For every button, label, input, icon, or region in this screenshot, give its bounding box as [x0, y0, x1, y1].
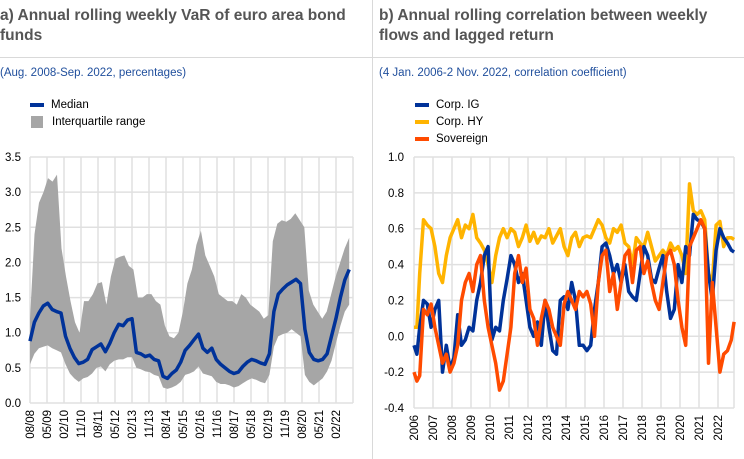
- x-tick-label: 11/10: [76, 410, 88, 438]
- x-tick-label: 2008: [447, 415, 459, 441]
- x-tick-label: 2013: [542, 415, 554, 441]
- legend-label: Interquartile range: [52, 115, 146, 128]
- y-tick-label: 2.0: [5, 257, 21, 269]
- x-tick-label: 08/14: [161, 409, 173, 438]
- x-tick-label: 05/18: [246, 410, 258, 439]
- y-tick-label: 1.0: [5, 328, 21, 340]
- legend-label: Corp. HY: [436, 115, 484, 128]
- x-tick-label: 05/15: [178, 410, 190, 439]
- y-tick-label: 0.5: [5, 363, 21, 375]
- x-tick-label: 2011: [504, 415, 516, 440]
- y-tick-label: 3.5: [5, 152, 21, 164]
- x-tick-label: 08/17: [229, 410, 241, 439]
- x-tick-label: 02/22: [331, 410, 343, 439]
- x-tick-label: 2021: [694, 415, 706, 441]
- chart-a-plot: 0.0 0.5 1.0 1.5 2.0 2.5 3.0 3.5 08/08 05/09 02/10 1…: [5, 152, 354, 439]
- x-tick-label: 02/16: [195, 410, 207, 439]
- y-tick-label: -0.2: [384, 367, 404, 379]
- x-tick-label: 05/21: [314, 410, 326, 439]
- legend-item-iqr: Interquartile range: [30, 113, 145, 130]
- x-tick-label: 08/08: [25, 410, 37, 439]
- x-tick-label: 2014: [561, 414, 573, 440]
- x-tick-label: 2019: [656, 415, 668, 441]
- y-tick-label: 1.0: [388, 152, 404, 164]
- legend-item-corp-hy: Corp. HY: [415, 113, 488, 130]
- x-tick-label: 11/19: [280, 410, 292, 438]
- x-tick-label: 2022: [713, 415, 725, 441]
- x-tick-label: 02/13: [127, 410, 139, 439]
- panel-b: b) Annual rolling correlation between we…: [372, 0, 744, 459]
- x-tick-label: 08/11: [93, 410, 105, 438]
- chart-a-subtitle: (Aug. 2008-Sep. 2022, percentages): [0, 67, 187, 79]
- iqr-band: [30, 174, 350, 389]
- x-tick-label: 02/19: [263, 410, 275, 439]
- x-tick-label: 11/16: [212, 410, 224, 438]
- y-tick-label: 0.0: [388, 331, 404, 343]
- y-tick-label: 0.0: [5, 398, 21, 410]
- x-tick-label: 08/20: [297, 410, 309, 439]
- chart-b-title: b) Annual rolling correlation between we…: [379, 7, 708, 44]
- series-line-corp-hy: [414, 182, 736, 330]
- y-tick-label: 1.5: [5, 293, 21, 305]
- x-tick-label: 2020: [675, 415, 687, 441]
- legend-label: Median: [51, 98, 89, 111]
- x-tick-label: 2015: [580, 415, 592, 441]
- x-tick-label: 2017: [618, 415, 630, 441]
- legend-label: Corp. IG: [436, 98, 480, 111]
- legend-swatch-iqr: [31, 115, 43, 128]
- legend-swatch-sovereign: [415, 136, 429, 141]
- legend-label: Sovereign: [436, 132, 488, 145]
- y-tick-label: 2.5: [5, 222, 21, 234]
- legend-swatch-median: [30, 102, 44, 107]
- x-tick-label: 05/09: [42, 410, 54, 439]
- x-tick-label: 2006: [409, 415, 421, 441]
- median-line: [28, 268, 351, 381]
- x-tick-label: 2012: [523, 415, 535, 441]
- chart-a-legend: Median Interquartile range: [30, 96, 145, 130]
- title-divider: [0, 57, 372, 58]
- series-line-sovereign: [412, 217, 736, 392]
- x-tick-label: 2018: [637, 415, 649, 441]
- y-tick-label: 0.8: [388, 188, 404, 200]
- y-tick-label: 0.6: [388, 224, 404, 236]
- x-tick-label: 2009: [466, 415, 478, 441]
- x-tick-label: 11/13: [144, 410, 156, 438]
- y-tick-label: -0.4: [384, 403, 404, 415]
- chart-b-legend: Corp. IG Corp. HY Sovereign: [415, 96, 488, 147]
- y-tick-label: 3.0: [5, 187, 21, 199]
- legend-item-median: Median: [30, 96, 145, 113]
- panel-a: a) Annual rolling weekly VaR of euro are…: [0, 7, 372, 439]
- series-line-corp-ig: [412, 212, 736, 374]
- legend-item-corp-ig: Corp. IG: [415, 96, 488, 113]
- legend-swatch-corp-hy: [415, 119, 429, 124]
- x-tick-label: 2016: [599, 415, 611, 441]
- chart-b-subtitle: (4 Jan. 2006-2 Nov. 2022, correlation co…: [379, 67, 627, 79]
- x-tick-label: 2007: [428, 415, 440, 441]
- chart-a-title: a) Annual rolling weekly VaR of euro are…: [0, 7, 346, 44]
- x-tick-label: 2010: [485, 415, 497, 441]
- x-tick-label: 05/12: [110, 410, 122, 439]
- y-tick-label: 0.2: [388, 295, 404, 307]
- chart-b-plot: 2006 2007 2008 2009 2010 2011 2012 2013 2014 2015…: [384, 152, 736, 441]
- legend-item-sovereign: Sovereign: [415, 130, 488, 147]
- y-tick-label: 0.4: [388, 260, 405, 272]
- x-tick-label: 02/10: [59, 410, 71, 439]
- legend-swatch-corp-ig: [415, 102, 429, 107]
- title-divider: [373, 57, 744, 58]
